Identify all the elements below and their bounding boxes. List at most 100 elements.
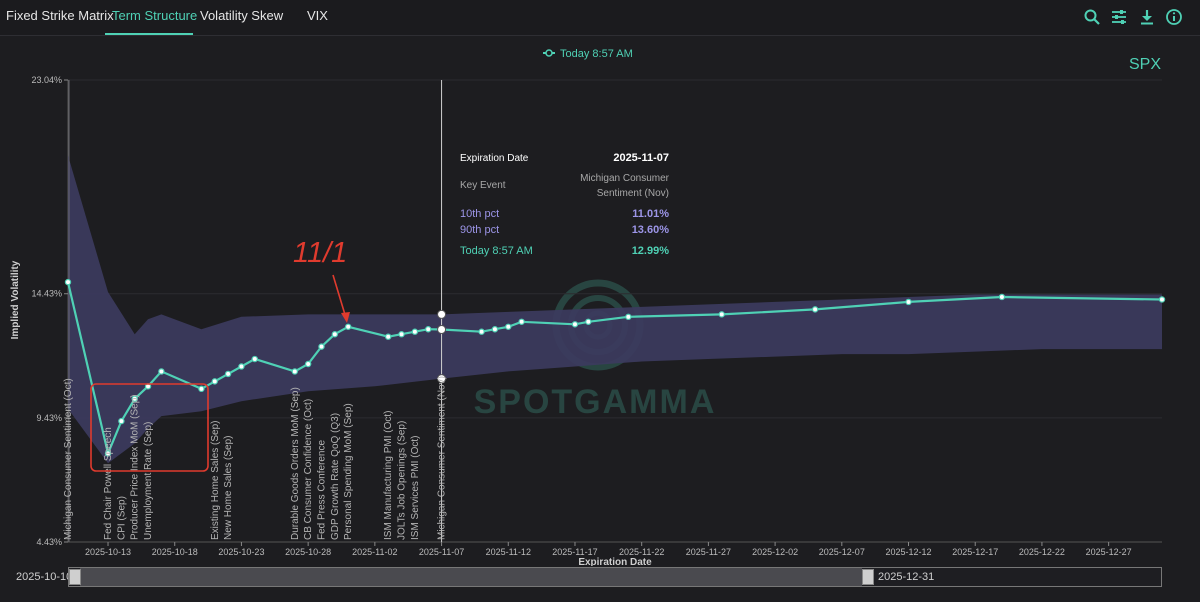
x-tick-label: 2025-10-23 [218,547,264,557]
x-tick-label: 2025-11-07 [419,547,464,557]
series-point[interactable] [118,417,125,425]
series-point[interactable] [158,368,165,375]
x-tick-label: 2025-11-12 [486,547,531,557]
x-tick-label: 2025-10-28 [285,547,331,557]
series-point[interactable] [505,323,512,330]
event-label: JOLTs Job Openings (Sep) [397,421,408,540]
tab-fixed-strike-matrix[interactable]: Fixed Strike Matrix [6,8,114,23]
series-point[interactable] [478,328,485,335]
series-point[interactable] [238,363,245,370]
event-label: New Home Sales (Sep) [223,436,234,540]
term-structure-chart: SPOTGAMMA Michigan Consumer Sentiment (O… [0,36,1200,568]
y-tick-label: 14.43% [31,289,62,299]
tooltip-event-value-line1: Michigan Consumer [580,173,670,184]
event-label: Fed Press Conference [316,440,327,540]
event-label: ISM Services PMI (Oct) [410,436,421,540]
series-point[interactable] [518,318,525,325]
y-axis-label: Implied Volatility [10,260,21,339]
event-label: CPI (Sep) [116,496,127,540]
series-point[interactable] [998,293,1006,301]
event-label: GDP Growth Rate QoQ (Q3) [330,413,341,540]
series-point[interactable] [425,326,432,333]
range-start-handle[interactable] [69,569,81,585]
event-label: ISM Manufacturing PMI (Oct) [383,411,394,540]
x-tick-label: 2025-11-27 [686,547,731,557]
chart-svg: SPOTGAMMA Michigan Consumer Sentiment (O… [10,48,1166,568]
tooltip-p10-label: 10th pct [460,208,499,220]
active-tab-indicator [105,33,193,35]
series-point[interactable] [905,298,912,306]
y-tick-label: 9.43% [36,413,62,423]
x-tick-label: 2025-12-22 [1019,547,1065,557]
y-tick-label: 23.04% [31,75,62,85]
x-tick-label: 2025-12-02 [752,547,798,557]
series-point[interactable] [491,326,499,333]
x-tick-label: 2025-12-27 [1086,547,1132,557]
tab-term-structure[interactable]: Term Structure [112,8,198,23]
series-point[interactable] [64,278,72,286]
event-label: Personal Spending MoM (Sep) [343,403,354,540]
sliders-icon[interactable] [1110,8,1128,26]
tooltip-p90-label: 90th pct [460,224,499,236]
cursor-marker-10th [437,374,447,384]
legend-marker-icon [545,49,553,57]
series-point[interactable] [198,385,205,393]
series-point[interactable] [571,321,579,328]
range-end-handle[interactable] [862,569,874,585]
series-point[interactable] [585,318,592,325]
series-point[interactable] [625,313,632,321]
tab-volatility-skew[interactable]: Volatility Skew [200,8,284,23]
y-tick-label: 4.43% [36,537,62,547]
range-slider-selection[interactable] [80,568,862,586]
tooltip-today-label: Today 8:57 AM [460,245,533,257]
range-start-label: 2025-10-10 [16,571,73,583]
tooltip-p10-value: 11.01% [632,208,669,220]
event-label: Durable Goods Orders MoM (Sep) [290,387,301,540]
series-point[interactable] [1158,296,1166,303]
series-point[interactable] [211,378,218,385]
info-icon[interactable] [1165,8,1183,26]
search-icon[interactable] [1083,8,1101,26]
event-label: Michigan Consumer Sentiment (Oct) [63,378,74,540]
annotation-text: 11/1 [293,237,347,269]
series-point[interactable] [304,360,312,368]
annotation-box [90,383,209,472]
event-label: Unemployment Rate (Sep) [143,422,154,540]
series-point[interactable] [384,333,392,340]
x-axis-label: Expiration Date [578,557,652,566]
annotation-arrowhead [341,312,350,323]
series-point[interactable] [291,368,299,375]
legend-label: Today 8:57 AM [560,48,633,60]
x-tick-label: 2025-12-12 [885,547,931,557]
tab-vix[interactable]: VIX [307,8,328,23]
annotation-callout: 11/1 [90,237,350,472]
series-point[interactable] [718,311,725,318]
series-point[interactable] [344,323,352,330]
tooltip: Expiration Date 2025-11-07 Key Event Mic… [460,152,670,257]
symbol-label: SPX [1129,56,1161,73]
range-slider[interactable]: 2025-10-10 2025-12-31 [0,566,1200,590]
event-label: Producer Price Index MoM (Sep) [130,394,141,540]
download-icon[interactable] [1138,8,1156,26]
tooltip-event-value-line2: Sentiment (Nov) [597,188,669,199]
range-end-label: 2025-12-31 [878,571,935,583]
series-point[interactable] [331,331,339,338]
x-tick-label: 2025-11-17 [552,547,597,557]
series-point[interactable] [131,395,138,402]
series-point[interactable] [104,450,112,457]
series-point[interactable] [224,370,232,378]
series-point[interactable] [411,328,419,335]
x-tick-label: 2025-12-17 [952,547,998,557]
series-point[interactable] [318,343,325,350]
x-tick-label: 2025-10-18 [152,547,198,557]
series-point[interactable] [251,355,258,363]
x-tick-label: 2025-12-07 [819,547,865,557]
cursor-marker-today [437,324,447,334]
series-point[interactable] [811,306,819,313]
legend[interactable]: Today 8:57 AM [543,48,633,60]
tooltip-title-value: 2025-11-07 [613,152,669,164]
tooltip-event-label: Key Event [460,180,506,191]
annotation-arrow [332,274,347,319]
percentile-band [68,155,1162,464]
series-point[interactable] [398,331,405,338]
